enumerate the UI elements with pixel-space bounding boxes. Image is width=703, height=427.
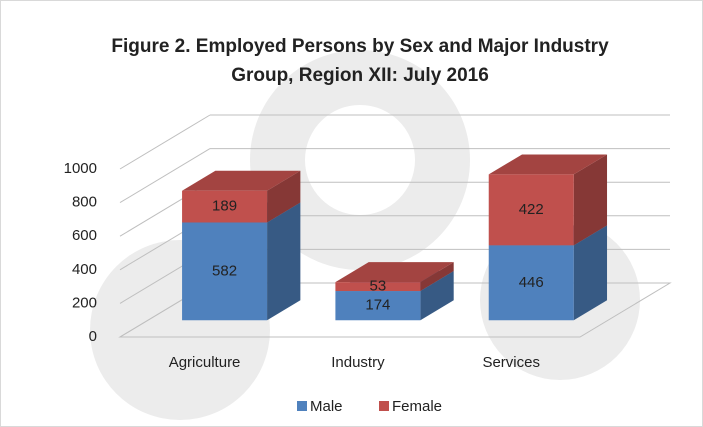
bar-top: [335, 262, 454, 283]
bar-side: [420, 271, 454, 321]
x-tick-label: Agriculture: [169, 354, 241, 371]
bar-top: [182, 170, 301, 191]
y-tick-label: 400: [72, 261, 97, 278]
bar: [488, 174, 574, 246]
bar-side: [267, 170, 301, 223]
legend-swatch: [297, 401, 307, 411]
chart-title: Figure 2. Employed Persons by Sex and Ma…: [111, 36, 609, 57]
y-tick-label: 1000: [64, 160, 97, 177]
bar: [182, 190, 268, 223]
bar: [335, 291, 421, 321]
data-label: 174: [365, 297, 390, 314]
chart-title: Group, Region XII: July 2016: [231, 65, 489, 86]
y-tick-label: 200: [72, 294, 97, 311]
legend-label: Female: [392, 398, 442, 415]
y-tick-label: 0: [89, 328, 97, 345]
x-tick-label: Services: [482, 354, 540, 371]
y-tick-label: 800: [72, 194, 97, 211]
bar-side: [573, 154, 608, 246]
bar: [335, 282, 421, 292]
bar-side: [267, 202, 301, 321]
data-label: 53: [370, 278, 387, 295]
legend-swatch: [379, 401, 389, 411]
y-tick-label: 600: [72, 227, 97, 244]
grid-line: [119, 114, 211, 170]
bar-top: [488, 154, 608, 175]
grid-line: [119, 148, 211, 204]
bar: [488, 245, 574, 321]
x-tick-label: Industry: [331, 354, 385, 371]
data-label: 189: [212, 198, 237, 215]
data-label: 446: [519, 274, 544, 291]
bar-side: [420, 262, 454, 292]
gear-hole: [305, 105, 415, 215]
data-label: 582: [212, 262, 237, 279]
legend-label: Male: [310, 398, 343, 415]
bar: [182, 222, 268, 321]
data-label: 422: [519, 201, 544, 218]
bar-side: [573, 225, 608, 321]
